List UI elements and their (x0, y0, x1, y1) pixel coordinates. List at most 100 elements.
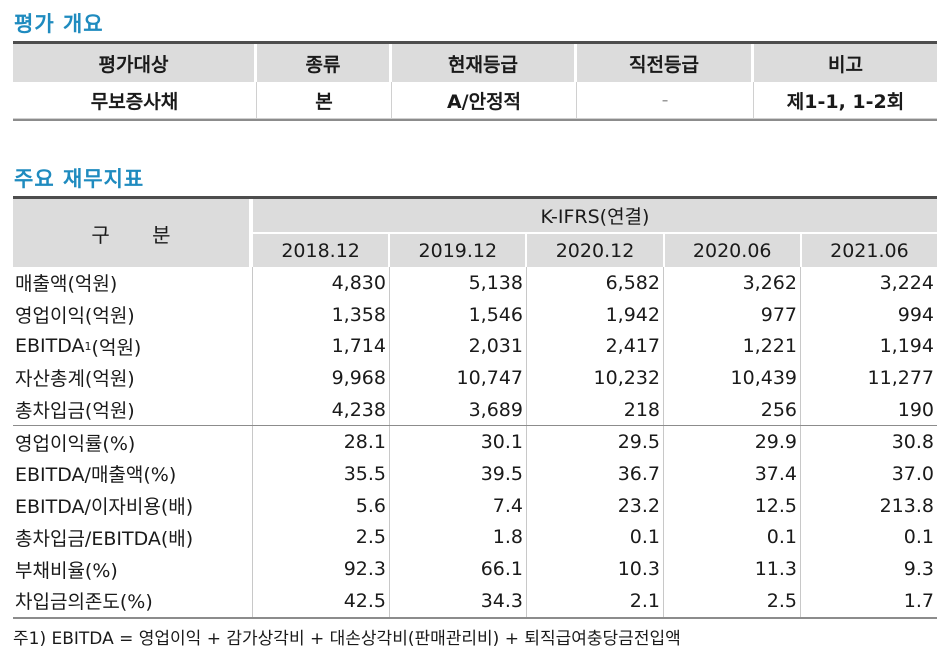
table-row: 차입금의존도(%) 42.5 34.3 2.1 2.5 1.7 (13, 584, 937, 617)
value-cell: 0.1 (664, 521, 801, 554)
value-cell: 11,277 (867, 366, 934, 389)
value-cell: 5.6 (253, 489, 390, 522)
value-cell: 1,942 (527, 298, 664, 331)
table-row: 매출액(억원) 4,830 5,138 6,582 3,262 3,224 (13, 267, 937, 299)
value-cell: 190 (897, 398, 934, 421)
table-row: 영업이익률(%) 28.1 30.1 29.5 29.9 30.8 (13, 426, 937, 459)
value-cell: 1,221 (664, 330, 801, 363)
value-cell: 6,582 (527, 267, 664, 299)
value-cell: 218 (527, 393, 664, 426)
value-cell: 28.1 (253, 426, 390, 459)
value-cell: 39.5 (390, 458, 527, 490)
value-cell: 10,747 (390, 362, 527, 394)
value-cell: 23.2 (527, 489, 664, 522)
value-cell: 11.3 (664, 553, 801, 585)
value-cell: 3,224 (879, 271, 934, 294)
value-cell: 30.1 (390, 426, 527, 459)
period-row: 2018.12 2019.12 2020.12 2020.06 2021.06 (253, 234, 938, 267)
value-cell: 213.8 (879, 494, 934, 517)
period-cell: 2018.12 (253, 234, 391, 267)
value-cell: 2,031 (390, 330, 527, 363)
value-cell: 977 (664, 298, 801, 331)
header-cell: 평가대상 (13, 44, 257, 82)
footnote-marker: 1 (84, 339, 92, 353)
footnote: 주1) EBITDA = 영업이익 + 감가상각비 + 대손상각비(판매관리비)… (13, 629, 681, 649)
table-cell: 본 (257, 82, 392, 119)
table-row: 총차입금/EBITDA(배) 2.5 1.8 0.1 0.1 0.1 (13, 521, 937, 554)
header-cell: 종류 (257, 44, 392, 82)
value-cell: 92.3 (253, 553, 390, 585)
value-cell: 35.5 (253, 458, 390, 490)
value-cell: 4,830 (253, 267, 390, 299)
value-cell: 12.5 (664, 489, 801, 522)
table-bottom-rule (13, 616, 937, 619)
row-label: EBITDA 1 (억원) (13, 330, 253, 363)
row-label: 총차입금(억원) (13, 393, 253, 426)
ratio-metrics-group: 영업이익률(%) 28.1 30.1 29.5 29.9 30.8 EBITDA/매출액(%… (13, 426, 937, 617)
table-top-rule (13, 41, 937, 44)
value-cell: 2.5 (664, 584, 801, 617)
row-label: 매출액(억원) (13, 267, 253, 299)
value-cell: 7.4 (390, 489, 527, 522)
period-cell: 2020.06 (664, 234, 802, 267)
header-cell: 직전등급 (577, 44, 754, 82)
value-cell: 2,417 (527, 330, 664, 363)
rating-overview-title: 평가 개요 (14, 12, 104, 36)
row-label: 총차입금/EBITDA(배) (13, 521, 253, 554)
row-label: 차입금의존도(%) (13, 584, 253, 617)
financials-title: 주요 재무지표 (14, 167, 145, 191)
row-label: 자산총계(억원) (13, 362, 253, 394)
table-row: EBITDA/이자비용(배) 5.6 7.4 23.2 12.5 213.8 (13, 489, 937, 522)
value-cell: 256 (664, 393, 801, 426)
value-cell: 1,714 (253, 330, 390, 363)
period-cell: 2019.12 (390, 234, 528, 267)
value-cell: 1,194 (879, 335, 934, 358)
value-cell: 29.9 (664, 426, 801, 459)
table-top-rule (13, 196, 937, 199)
row-label: 영업이익(억원) (13, 298, 253, 331)
table-row: EBITDA/매출액(%) 35.5 39.5 36.7 37.4 37.0 (13, 458, 937, 490)
table-header: 구 분 K-IFRS(연결) 2018.12 2019.12 2020.12 2… (13, 199, 938, 267)
value-cell: 0.1 (527, 521, 664, 554)
value-cell: 10,232 (527, 362, 664, 394)
group-separator (13, 425, 937, 427)
value-cell: 37.4 (664, 458, 801, 490)
value-cell: 34.3 (390, 584, 527, 617)
table-row: 총차입금(억원) 4,238 3,689 218 256 190 (13, 393, 937, 426)
period-cell: 2020.12 (527, 234, 665, 267)
table-header-row: 평가대상 종류 현재등급 직전등급 비고 (13, 44, 937, 82)
value-cell: 37.0 (891, 462, 934, 485)
value-cell: 2.1 (527, 584, 664, 617)
row-label-main: EBITDA (15, 335, 85, 358)
value-cell: 5,138 (390, 267, 527, 299)
value-cell: 9.3 (903, 558, 934, 581)
table-row: EBITDA 1 (억원) 1,714 2,031 2,417 1,221 1,194 (13, 330, 937, 363)
value-cell: 994 (897, 303, 934, 326)
row-label: EBITDA/매출액(%) (13, 458, 253, 490)
value-cell: 29.5 (527, 426, 664, 459)
row-label: 영업이익률(%) (13, 426, 253, 459)
header-cell: 현재등급 (392, 44, 577, 82)
table-bottom-rule (13, 119, 937, 121)
row-label: EBITDA/이자비용(배) (13, 489, 253, 522)
value-cell: 3,262 (664, 267, 801, 299)
value-cell: 10.3 (527, 553, 664, 585)
row-label-unit: (억원) (91, 336, 142, 359)
table-cell: 제1-1, 1-2회 (754, 82, 937, 119)
value-cell: 1.8 (390, 521, 527, 554)
absolute-metrics-group: 매출액(억원) 4,830 5,138 6,582 3,262 3,224 영업이익(억원)… (13, 267, 937, 426)
value-cell: 1,546 (390, 298, 527, 331)
row-label: 부채비율(%) (13, 553, 253, 585)
table-row: 영업이익(억원) 1,358 1,546 1,942 977 994 (13, 298, 937, 331)
period-cell: 2021.06 (801, 234, 938, 267)
value-cell: 36.7 (527, 458, 664, 490)
value-cell: 0.1 (903, 526, 934, 549)
value-cell: 30.8 (891, 431, 934, 454)
row-label-header: 구 분 (13, 199, 253, 267)
value-cell: 2.5 (253, 521, 390, 554)
table-cell: A/안정적 (392, 82, 577, 119)
table-cell: 무보증사채 (13, 82, 257, 119)
value-cell: 1,358 (253, 298, 390, 331)
table-row: 무보증사채 본 A/안정적 - 제1-1, 1-2회 (13, 82, 937, 119)
value-cell: 3,689 (390, 393, 527, 426)
